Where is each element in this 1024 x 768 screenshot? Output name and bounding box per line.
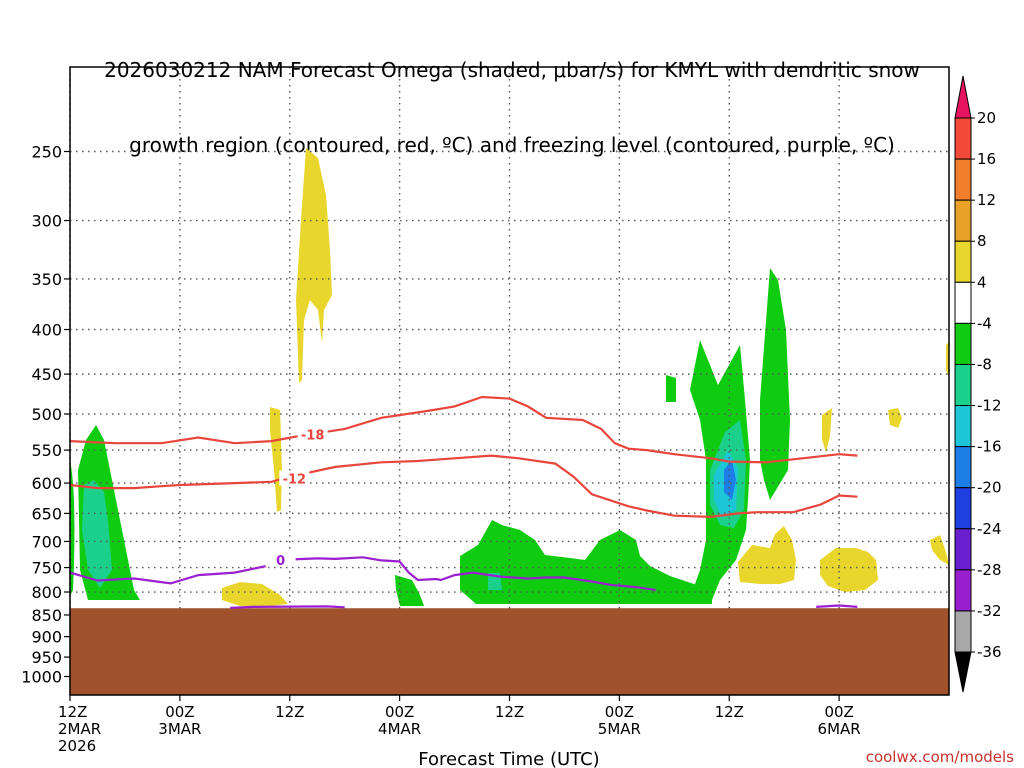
contour-lines — [70, 395, 858, 609]
omega-shade-yellow — [296, 148, 332, 383]
colorbar-label: -36 — [977, 643, 1002, 661]
ground-below-surface — [70, 608, 949, 695]
pressure-tick-label: 300 — [31, 212, 62, 231]
time-tick-label: 3MAR — [158, 720, 201, 738]
colorbar-label: -4 — [977, 314, 992, 332]
omega-shade-green — [666, 375, 676, 402]
colorbar-label: 20 — [977, 109, 996, 127]
colorbar-swatch — [954, 322, 972, 365]
pressure-tick-label: 550 — [31, 441, 62, 460]
contour-line--18 — [70, 395, 858, 464]
time-tick-label: 6MAR — [818, 720, 861, 738]
pressure-tick-label: 1000 — [21, 668, 62, 687]
contour-label-0: 0 — [276, 554, 285, 569]
omega-shade-yellow — [888, 408, 902, 428]
colorbar-swatch — [954, 240, 972, 283]
omega-shade-teal — [82, 480, 112, 588]
pressure-tick-label: 650 — [31, 504, 62, 523]
colorbar-label: -32 — [977, 602, 1002, 620]
omega-shade-green — [460, 520, 712, 604]
time-tick-label: 00Z — [385, 703, 414, 721]
omega-shade-yellow — [222, 582, 288, 606]
credit-label: coolwx.com/models — [866, 748, 1014, 766]
contour-label-background — [279, 470, 310, 486]
colorbar-label: -16 — [977, 438, 1002, 456]
colorbar-swatch — [954, 363, 972, 407]
colorbar-swatch — [954, 528, 972, 571]
time-tick-label: 00Z — [605, 703, 634, 721]
time-tick-label: 12Z — [275, 703, 304, 721]
omega-shade-yellow — [930, 535, 949, 565]
pressure-tick-label: 600 — [31, 474, 62, 493]
time-tick-label: 12Z — [58, 703, 87, 721]
contour-line-0 — [816, 604, 858, 608]
colorbar-swatch — [954, 117, 972, 160]
omega-shade-blue — [724, 460, 736, 500]
contour-label-background — [297, 426, 328, 442]
pressure-tick-label: 700 — [31, 532, 62, 551]
colorbar-swatch — [954, 487, 972, 530]
contour-label--12: -12 — [283, 473, 307, 488]
colorbar-label: 4 — [977, 273, 987, 291]
time-tick-label: 00Z — [824, 703, 853, 721]
omega-shading — [70, 148, 949, 606]
time-tick-label: 12Z — [495, 703, 524, 721]
omega-shade-green — [70, 460, 75, 596]
time-tick-label: 2MAR — [58, 720, 101, 738]
colorbar-label: 16 — [977, 150, 996, 168]
pressure-tick-label: 950 — [31, 648, 62, 667]
colorbar: 20 16 12 8 4 -4 -8 -12 -16 -20 -24 -28 -32 -36 — [954, 75, 1002, 693]
omega-shade-green — [760, 268, 790, 500]
contour-label--18: -18 — [301, 429, 325, 444]
title-line-1: 2026030212 NAM Forecast Omega (shaded, μ… — [104, 58, 920, 82]
x-axis-title: Forecast Time (UTC) — [418, 749, 599, 768]
pressure-tick-label: 900 — [31, 628, 62, 647]
chart-title: 2026030212 NAM Forecast Omega (shaded, μ… — [0, 8, 1024, 183]
pressure-tick-label: 500 — [31, 405, 62, 424]
omega-shade-yellow — [820, 548, 878, 592]
time-tick-label: 00Z — [165, 703, 194, 721]
colorbar-swatch — [954, 569, 972, 612]
colorbar-label: -28 — [977, 561, 1002, 579]
time-tick-label: 5MAR — [598, 720, 641, 738]
contour-label-background — [265, 551, 296, 567]
pressure-axis: 250 300 350 400 450 500 550 600 650 700 750 800 850 9… — [21, 143, 70, 687]
omega-shade-green — [395, 575, 424, 606]
omega-shade-yellow — [270, 407, 282, 512]
time-tick-label: 2026 — [58, 737, 96, 755]
colorbar-swatch — [954, 281, 972, 324]
colorbar-swatch — [954, 446, 972, 489]
colorbar-label: -24 — [977, 520, 1002, 538]
pressure-tick-label: 250 — [31, 143, 62, 162]
pressure-tick-label: 450 — [31, 365, 62, 384]
pressure-tick-label: 350 — [31, 270, 62, 289]
colorbar-label: 8 — [977, 232, 987, 250]
colorbar-top-arrow — [954, 75, 972, 119]
contour-line-0 — [230, 605, 345, 609]
colorbar-swatch — [954, 158, 972, 201]
time-tick-label: 12Z — [715, 703, 744, 721]
omega-shade-yellow — [822, 408, 832, 452]
pressure-tick-label: 850 — [31, 606, 62, 625]
contour-line--12 — [70, 454, 858, 519]
pressure-tick-label: 750 — [31, 559, 62, 578]
colorbar-label: -8 — [977, 355, 992, 373]
pressure-tick-label: 400 — [31, 321, 62, 340]
colorbar-label: -12 — [977, 397, 1002, 415]
colorbar-label: 12 — [977, 191, 996, 209]
colorbar-bottom-arrow — [954, 651, 972, 693]
colorbar-swatch — [954, 199, 972, 242]
pressure-tick-label: 800 — [31, 583, 62, 602]
title-line-2: growth region (contoured, red, ºC) and f… — [129, 133, 895, 157]
colorbar-swatch — [954, 610, 972, 653]
colorbar-swatch — [954, 405, 972, 448]
contour-line-0 — [70, 556, 657, 592]
omega-shade-yellow — [738, 526, 796, 584]
time-tick-label: 4MAR — [378, 720, 421, 738]
colorbar-label: -20 — [977, 479, 1002, 497]
contour-labels: -18 -12 0 — [265, 426, 328, 569]
